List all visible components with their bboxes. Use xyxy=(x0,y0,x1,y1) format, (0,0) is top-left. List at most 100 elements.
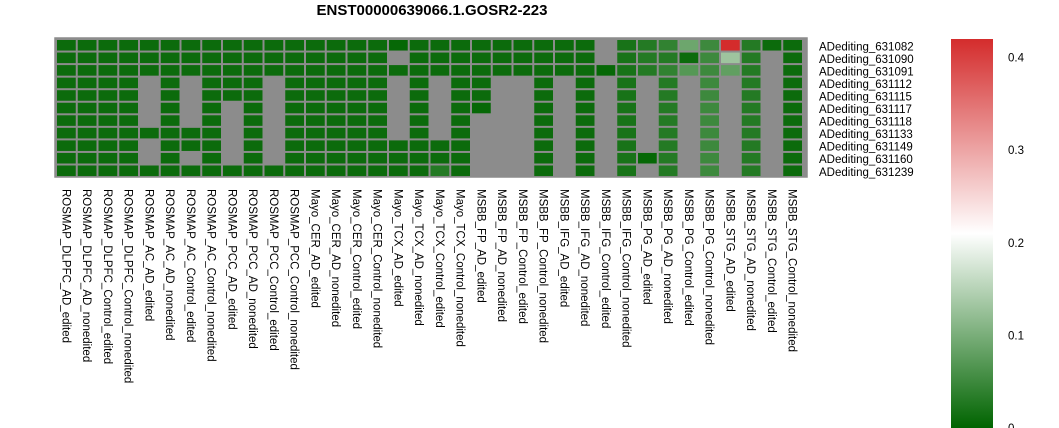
heatmap-cell xyxy=(596,90,616,101)
heatmap-cell xyxy=(326,40,346,51)
legend-ticks: 0 0.1 0.2 0.3 0.4 xyxy=(1008,53,1025,428)
heatmap-cell xyxy=(617,52,636,64)
heatmap-cell xyxy=(679,115,699,126)
heatmap-cell xyxy=(264,65,284,76)
heatmap-cell xyxy=(389,90,408,101)
column-label: ROSMAP_PCC_Control_nonedited xyxy=(288,189,300,370)
heatmap-cell xyxy=(243,165,263,177)
heatmap-cell xyxy=(223,65,242,76)
row-label: ADediting_631149 xyxy=(819,142,913,154)
column-label: ROSMAP_DLPFC_Control_nonedited xyxy=(122,189,134,383)
heatmap-cell xyxy=(596,52,616,64)
heatmap-cell xyxy=(306,90,325,101)
heatmap-cell xyxy=(409,40,429,51)
heatmap-cell xyxy=(596,102,616,114)
heatmap-cell xyxy=(368,115,387,126)
column-label: MSBB_STG_AD_nonedited xyxy=(744,189,756,331)
column-label: MSBB_FP_AD_edited xyxy=(474,189,486,303)
heatmap-cell xyxy=(202,127,221,139)
heatmap-cell xyxy=(160,140,180,151)
heatmap-cell xyxy=(721,40,740,51)
heatmap-cell xyxy=(119,102,138,114)
heatmap-cell xyxy=(534,40,553,51)
heatmap-cell xyxy=(160,90,180,101)
heatmap-cell xyxy=(243,52,263,64)
heatmap-cell xyxy=(202,65,221,76)
heatmap-cell xyxy=(596,40,616,51)
heatmap-cell xyxy=(57,65,76,76)
column-label: Mayo_CER_Control_edited xyxy=(350,189,362,329)
heatmap-cell xyxy=(306,77,325,89)
heatmap-cell xyxy=(140,52,159,64)
heatmap-cell xyxy=(596,152,616,164)
heatmap-cell xyxy=(555,102,574,114)
heatmap-cell xyxy=(492,115,512,126)
heatmap-cell xyxy=(77,165,97,177)
heatmap-cell xyxy=(160,165,180,177)
column-label: MSBB_FP_AD_nonedited xyxy=(495,189,507,322)
heatmap-cell xyxy=(638,140,657,151)
heatmap-cell xyxy=(181,77,201,89)
heatmap-cell xyxy=(451,102,470,114)
heatmap-cell xyxy=(721,152,740,164)
column-label: ROSMAP_AC_Control_nonedited xyxy=(205,189,217,362)
heatmap-cell xyxy=(306,65,325,76)
heatmap-cell xyxy=(762,102,782,114)
heatmap-cell xyxy=(575,77,595,89)
heatmap-cell xyxy=(140,40,159,51)
legend-tick-label: 0.3 xyxy=(1008,145,1024,157)
heatmap-cell xyxy=(119,90,138,101)
heatmap-cell xyxy=(98,77,118,89)
heatmap-cell xyxy=(596,140,616,151)
heatmap-cell xyxy=(513,77,533,89)
heatmap-cell xyxy=(472,102,491,114)
heatmap-cell xyxy=(741,90,761,101)
heatmap-cell xyxy=(783,140,802,151)
heatmap-cell xyxy=(721,65,740,76)
heatmap-cell xyxy=(409,77,429,89)
heatmap-cell xyxy=(596,77,616,89)
heatmap-cell xyxy=(700,77,719,89)
heatmap-cell xyxy=(223,52,242,64)
legend-tick-label: 0.1 xyxy=(1008,330,1024,342)
heatmap-cell xyxy=(472,165,491,177)
heatmap-cell xyxy=(430,65,450,76)
heatmap-cell xyxy=(264,115,284,126)
column-label: Mayo_TCX_AD_nonedited xyxy=(412,189,424,326)
heatmap-cell xyxy=(285,115,304,126)
heatmap-cell xyxy=(140,115,159,126)
heatmap-cell xyxy=(285,152,304,164)
heatmap-cell xyxy=(326,152,346,164)
heatmap-cell xyxy=(555,152,574,164)
heatmap-cell xyxy=(202,40,221,51)
column-label: Mayo_TCX_AD_edited xyxy=(391,189,403,307)
heatmap-cell xyxy=(741,115,761,126)
heatmap-cell xyxy=(555,115,574,126)
heatmap-cell xyxy=(679,152,699,164)
heatmap-cell xyxy=(368,65,387,76)
heatmap-cell xyxy=(306,165,325,177)
heatmap-cell xyxy=(98,127,118,139)
heatmap-cell xyxy=(575,127,595,139)
heatmap-cell xyxy=(658,152,678,164)
heatmap-cell xyxy=(57,152,76,164)
heatmap-cell xyxy=(326,165,346,177)
row-label: ADediting_631115 xyxy=(819,91,912,103)
heatmap-cell xyxy=(57,90,76,101)
heatmap-cell xyxy=(160,152,180,164)
heatmap-cell xyxy=(555,165,574,177)
heatmap-cell xyxy=(285,90,304,101)
heatmap-cell xyxy=(472,77,491,89)
heatmap-cell xyxy=(492,165,512,177)
heatmap-cell xyxy=(721,90,740,101)
heatmap-cell xyxy=(223,152,242,164)
heatmap-cell xyxy=(700,165,719,177)
column-label: MSBB_STG_Control_nonedited xyxy=(786,189,798,352)
heatmap-cell xyxy=(202,90,221,101)
heatmap-cell xyxy=(223,140,242,151)
heatmap-cell xyxy=(617,102,636,114)
heatmap-cell xyxy=(492,90,512,101)
heatmap-cell xyxy=(679,102,699,114)
heatmap-cell xyxy=(741,65,761,76)
heatmap-cell xyxy=(617,127,636,139)
